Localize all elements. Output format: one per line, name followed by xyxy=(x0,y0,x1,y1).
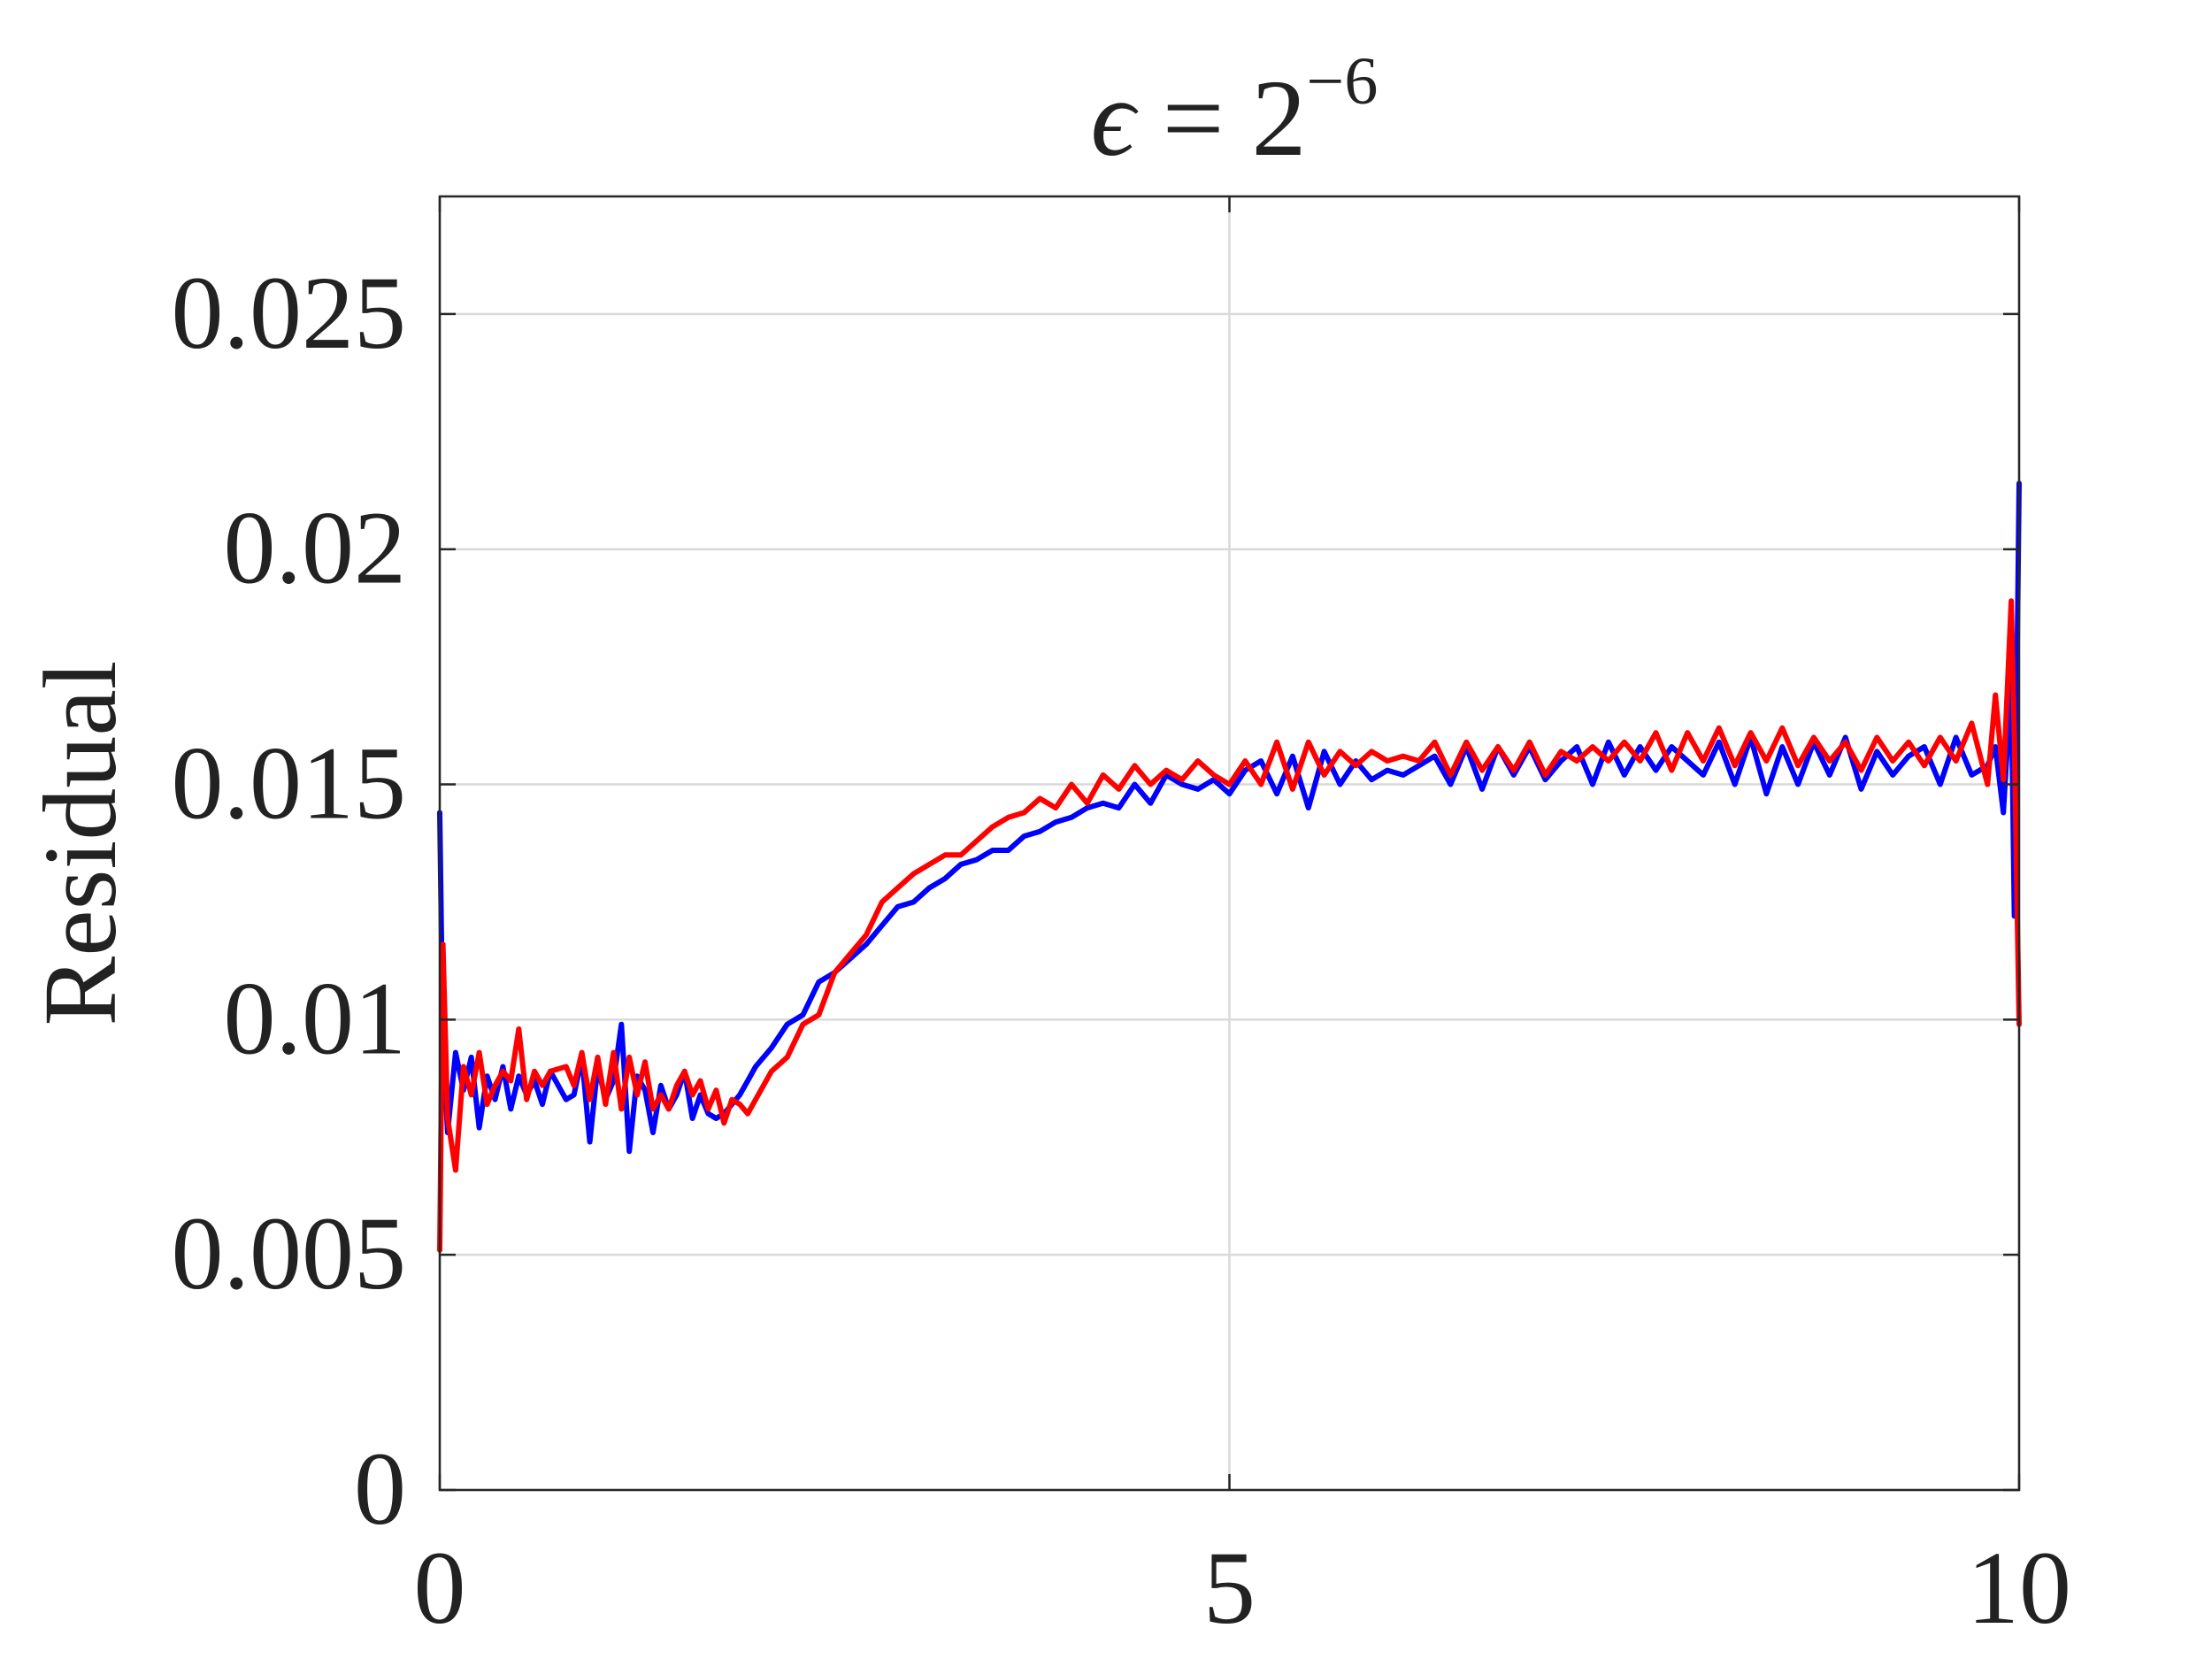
x-tick-labels: 0 5 10 xyxy=(414,1530,2072,1646)
title-base: 2 xyxy=(1252,58,1307,179)
y-tick-label: 0 xyxy=(354,1431,406,1547)
chart-title: ϵ = 2−6 xyxy=(1091,44,1379,179)
title-equals: = xyxy=(1135,58,1252,179)
y-tick-label: 0.025 xyxy=(172,255,407,371)
y-tick-label: 0.02 xyxy=(224,490,407,606)
y-tick-label: 0.005 xyxy=(172,1195,407,1311)
x-tick-label: 10 xyxy=(1967,1530,2071,1646)
data-series xyxy=(437,480,2022,1253)
y-tick-label: 0.015 xyxy=(172,726,407,841)
title-exponent: −6 xyxy=(1307,44,1379,119)
series-line-2 xyxy=(437,598,2022,1253)
y-axis-label: Residual xyxy=(22,661,138,1026)
x-tick-label: 0 xyxy=(414,1530,466,1646)
axis-ticks xyxy=(438,196,2021,1492)
x-tick-label: 5 xyxy=(1203,1530,1256,1646)
title-epsilon: ϵ xyxy=(1091,58,1139,179)
y-tick-label: 0.01 xyxy=(224,960,407,1076)
y-tick-labels: 0 0.005 0.01 0.015 0.02 0.025 xyxy=(172,255,407,1547)
